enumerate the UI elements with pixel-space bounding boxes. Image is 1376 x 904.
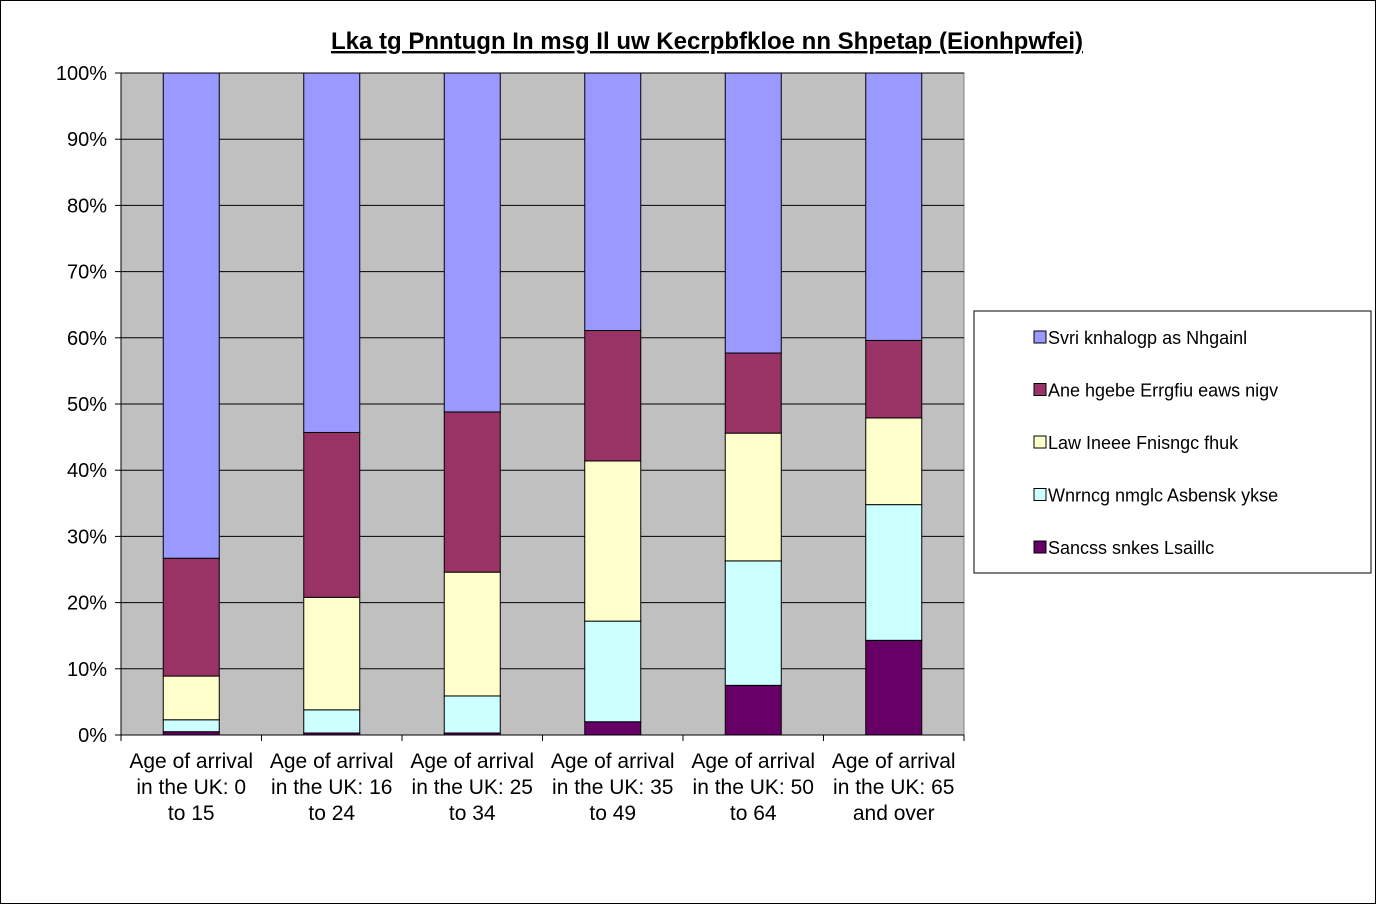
legend-swatch	[1033, 435, 1047, 449]
x-tick-label: to 34	[449, 802, 496, 825]
y-tick-label: 100%	[56, 63, 107, 85]
bar-segment	[303, 72, 361, 433]
bar-segment	[443, 411, 501, 573]
bar-segment	[724, 432, 782, 562]
bar-segment	[584, 72, 642, 332]
x-tick-label: in the UK: 25	[412, 776, 533, 799]
bar-segment	[865, 639, 923, 736]
bar-segment	[865, 339, 923, 419]
x-tick-label: to 64	[730, 802, 777, 825]
y-tick-label: 90%	[67, 129, 107, 151]
bar-segment	[162, 72, 220, 559]
y-tick-label: 60%	[67, 328, 107, 350]
bar-segment	[443, 571, 501, 697]
bar-segment	[584, 620, 642, 723]
x-tick-label: in the UK: 35	[552, 776, 673, 799]
x-tick-label: in the UK: 50	[693, 776, 814, 799]
chart-title: Lka tg Pnntugn In msg Il uw Kecrpbfkloe …	[331, 28, 1083, 55]
x-tick-label: Age of arrival	[691, 750, 815, 773]
legend-label: Wnrncg nmglc Asbensk ykse	[1048, 486, 1278, 506]
y-tick-label: 50%	[67, 394, 107, 416]
y-tick-label: 40%	[67, 460, 107, 482]
bar-segment	[724, 560, 782, 686]
bar-segment	[584, 460, 642, 622]
bar-segment	[162, 719, 220, 733]
y-tick-label: 70%	[67, 262, 107, 284]
legend-label: Svri knhalogp as Nhgainl	[1048, 328, 1247, 348]
bar-segment	[584, 330, 642, 462]
bar-segment	[724, 72, 782, 354]
bar-segment	[162, 557, 220, 677]
x-tick-label: to 15	[168, 802, 215, 825]
y-tick-label: 30%	[67, 526, 107, 548]
bar-segment	[162, 675, 220, 721]
bar-segment	[865, 504, 923, 641]
bar-segment	[303, 709, 361, 734]
bar-segment	[724, 352, 782, 434]
legend-label: Sancss snkes Lsaillc	[1048, 538, 1214, 558]
y-tick-label: 10%	[67, 659, 107, 681]
bar-segment	[584, 721, 642, 736]
legend-swatch	[1033, 383, 1047, 396]
legend-label: Ane hgebe Errgfiu eaws nigv	[1048, 381, 1278, 401]
legend-swatch	[1033, 330, 1047, 344]
bar-segment	[443, 695, 501, 734]
x-tick-label: in the UK: 16	[271, 776, 392, 799]
bar-segment	[865, 72, 923, 341]
legend-label: Law Ineee Fnisngc fhuk	[1048, 433, 1239, 453]
bar-segment	[303, 431, 361, 598]
legend: Svri knhalogp as Nhgainl Ane hgebe Errgfi…	[973, 310, 1372, 574]
x-tick-label: and over	[853, 802, 935, 825]
x-tick-label: Age of arrival	[832, 750, 956, 773]
plot-area: 0% 10% 20% 30% 40% 50% 60% 70% 80% 90% 100% Age of …	[56, 63, 965, 825]
x-tick-label: Age of arrival	[270, 750, 394, 773]
x-tick-label: in the UK: 0	[136, 776, 246, 799]
x-tick-label: in the UK: 65	[833, 776, 954, 799]
y-tick-label: 0%	[78, 725, 107, 747]
x-tick-label: to 49	[589, 802, 636, 825]
legend-swatch	[1033, 488, 1047, 501]
x-tick-label: Age of arrival	[551, 750, 675, 773]
bar-segment	[865, 417, 923, 506]
bar-segment	[443, 72, 501, 413]
x-tick-label: Age of arrival	[410, 750, 534, 773]
legend-swatch	[1033, 540, 1047, 554]
y-tick-label: 20%	[67, 593, 107, 615]
bar-segment	[724, 684, 782, 736]
bar-segment	[303, 596, 361, 711]
y-tick-label: 80%	[67, 195, 107, 217]
x-tick-label: to 24	[308, 802, 355, 825]
x-tick-label: Age of arrival	[129, 750, 253, 773]
